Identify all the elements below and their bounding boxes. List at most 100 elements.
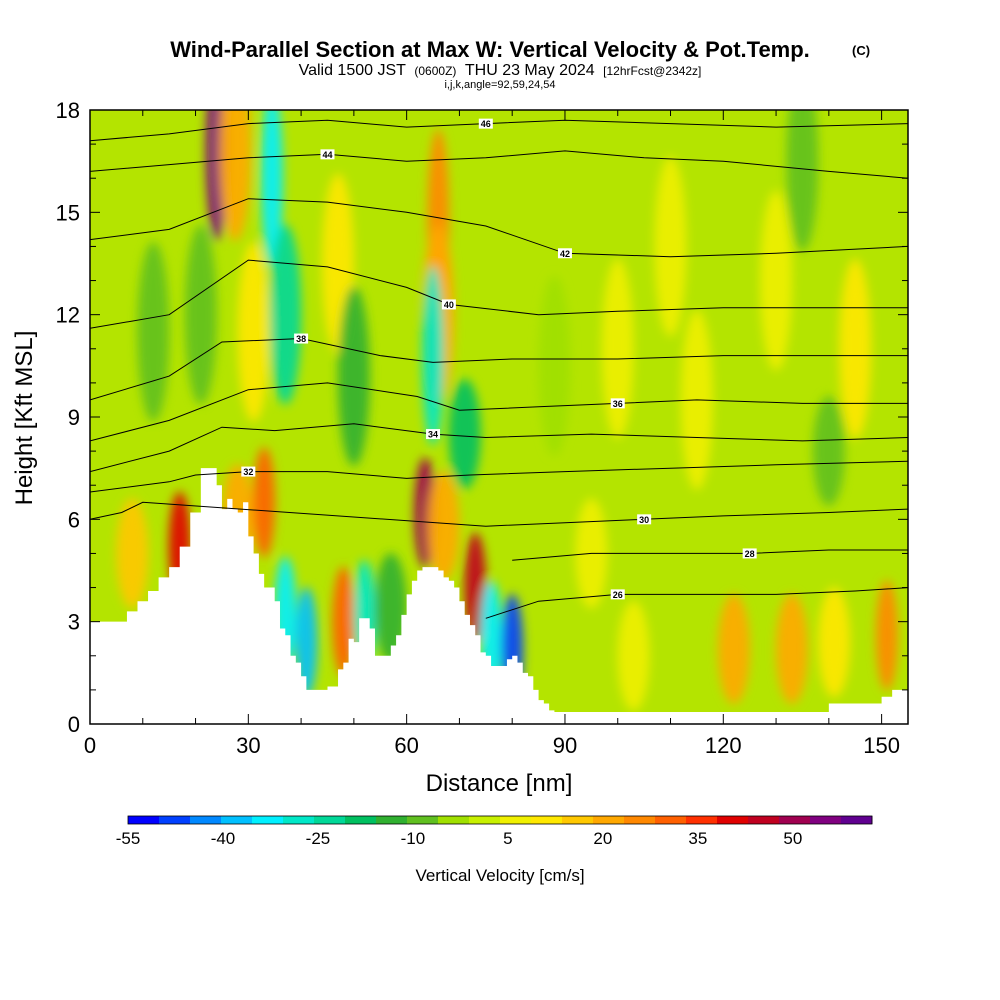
w-cell-3: [253, 447, 276, 558]
w-cell-23: [269, 224, 302, 405]
colorbar-swatch: [717, 816, 749, 824]
colorbar-swatch: [159, 816, 191, 824]
colorbar-swatch: [376, 816, 408, 824]
forecast-info: [12hrFcst@2342z]: [603, 64, 701, 78]
w-cell-10: [427, 471, 460, 582]
colorbar-swatch: [469, 816, 501, 824]
contour-label-bg: [426, 429, 441, 440]
contour-label: 44: [322, 150, 332, 160]
colorbar-tick-label: 50: [783, 829, 802, 848]
colorbar-swatch: [531, 816, 563, 824]
copyright-mark: (C): [852, 43, 870, 58]
y-tick-label: 18: [56, 98, 80, 123]
colorbar-swatch: [624, 816, 656, 824]
theta-contour-32: [90, 460, 908, 493]
valid-date: THU 23 May 2024: [465, 62, 595, 79]
x-tick-label: 60: [394, 733, 418, 758]
x-tick-label: 30: [236, 733, 260, 758]
colorbar-tick-label: -25: [306, 829, 331, 848]
w-cell-40: [812, 396, 845, 507]
valid-utc: (0600Z): [414, 64, 456, 78]
colorbar-swatch: [190, 816, 222, 824]
colorbar-swatch: [500, 816, 532, 824]
contour-label: 34: [428, 430, 438, 440]
colorbar: -55 -40 -25 -10 5 20 35 50: [116, 815, 873, 848]
colorbar-swatch: [128, 816, 160, 824]
x-tick-label: 0: [84, 733, 96, 758]
theta-contour-36: [90, 382, 908, 442]
colorbar-swatch: [438, 816, 470, 824]
valid-time: Valid 1500 JST: [299, 62, 407, 79]
colorbar-swatch: [407, 816, 439, 824]
contour-label-bg: [557, 248, 572, 259]
contour-label-bg: [320, 149, 335, 160]
colorbar-swatch: [779, 816, 811, 824]
y-tick-label: 3: [68, 610, 80, 635]
theta-contour-30: [90, 501, 908, 527]
x-tick-label: 120: [705, 733, 742, 758]
x-tick-label: 90: [553, 733, 577, 758]
contour-label: 28: [745, 549, 755, 559]
w-cell-39: [538, 275, 571, 456]
w-cell-33: [717, 593, 750, 704]
contour-label-bg: [742, 548, 757, 559]
w-cell-31: [786, 110, 819, 252]
w-cell-26: [137, 241, 170, 422]
y-tick-label: 9: [68, 405, 80, 430]
colorbar-frame: [127, 815, 873, 825]
w-cell-34: [775, 593, 808, 704]
w-cell-17: [448, 379, 481, 490]
contour-label-bg: [478, 118, 493, 129]
colorbar-swatch: [221, 816, 253, 824]
w-cell-21: [219, 110, 252, 241]
colorbar-swatch: [686, 816, 718, 824]
contour-label-bg: [441, 299, 456, 310]
contour-label: 38: [296, 334, 306, 344]
terrain-shape: [90, 468, 908, 724]
chart-title: Wind-Parallel Section at Max W: Vertical…: [170, 37, 810, 62]
w-cell-19: [337, 286, 370, 467]
w-cell-28: [601, 258, 634, 439]
contour-label: 26: [613, 590, 623, 600]
y-tick-label: 0: [68, 712, 80, 737]
theta-contour-28: [512, 549, 908, 561]
contour-label-bg: [637, 514, 652, 525]
colorbar-swatch: [593, 816, 625, 824]
colorbar-swatch: [252, 816, 284, 824]
colorbar-swatch: [748, 816, 780, 824]
w-cell-16: [422, 265, 445, 446]
contour-label-bg: [610, 398, 625, 409]
w-cell-1: [116, 498, 149, 609]
w-cell-35: [818, 587, 851, 698]
colorbar-tick-label: -55: [116, 829, 141, 848]
x-axis-label: Distance [nm]: [426, 770, 573, 797]
colorbar-swatch: [345, 816, 377, 824]
contour-label-bg: [294, 333, 309, 344]
colorbar-tick-label: -40: [211, 829, 236, 848]
colorbar-tick-label: 20: [593, 829, 612, 848]
colorbar-label: Vertical Velocity [cm/s]: [415, 866, 584, 885]
contour-label: 46: [481, 119, 491, 129]
w-cell-22: [261, 110, 284, 269]
colorbar-swatch: [841, 816, 873, 824]
terrain: [90, 468, 908, 724]
contour-label-bg: [241, 466, 256, 477]
colorbar-swatch: [283, 816, 315, 824]
colorbar-swatch: [314, 816, 346, 824]
x-tick-label: 150: [863, 733, 900, 758]
contour-label: 36: [613, 399, 623, 409]
theta-contour-26: [485, 587, 908, 619]
theta-contour-44: [90, 150, 908, 179]
colorbar-swatch: [810, 816, 842, 824]
w-cell-24: [237, 241, 270, 422]
colorbar-swatch: [655, 816, 687, 824]
theta-contour-38: [90, 337, 908, 401]
chart-subtitle: Valid 1500 JST (0600Z) THU 23 May 2024 […: [299, 62, 702, 79]
colorbar-tick-label: 5: [503, 829, 512, 848]
w-cell-32: [839, 258, 872, 439]
w-cell-25: [184, 224, 217, 405]
y-tick-label: 12: [56, 303, 80, 328]
